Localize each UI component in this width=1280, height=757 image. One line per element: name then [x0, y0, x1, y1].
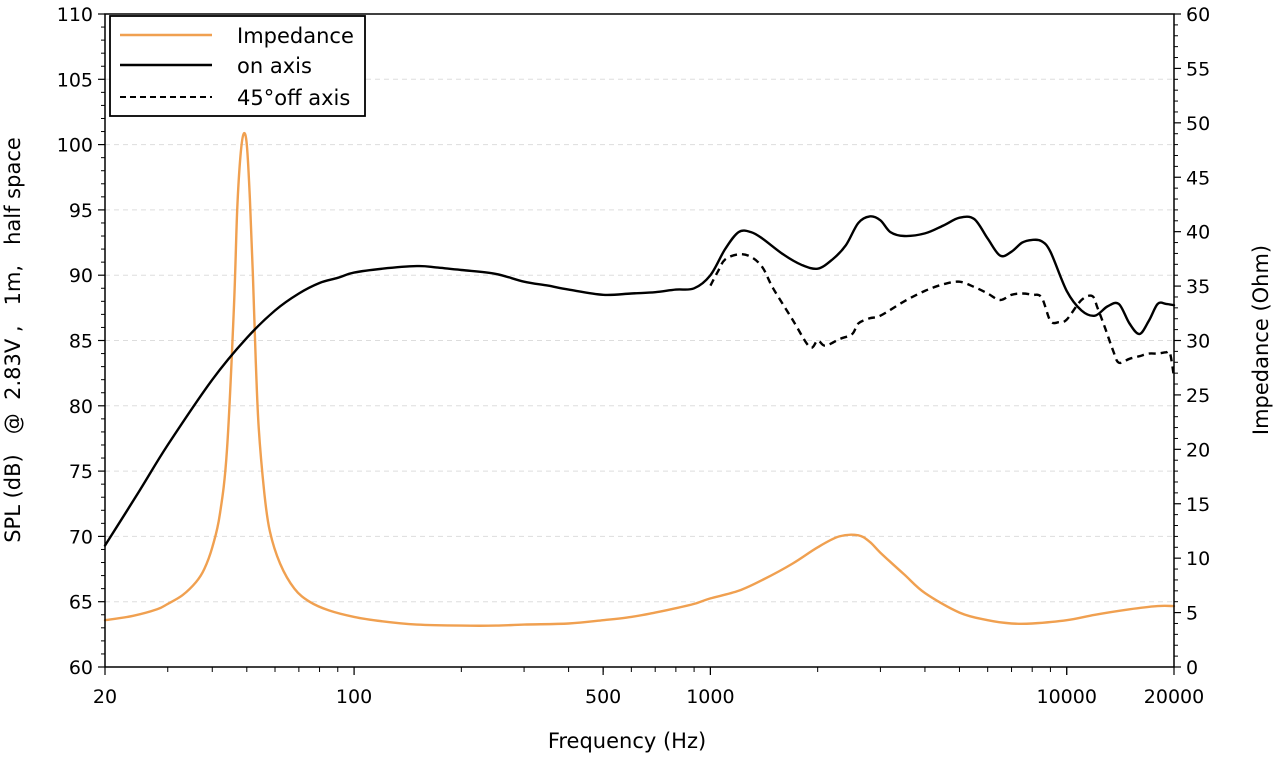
y-tick-label: 75	[69, 461, 93, 483]
x-tick-label: 500	[585, 686, 621, 708]
y2-tick-label: 20	[1186, 439, 1210, 461]
legend-label-on-axis: on axis	[237, 54, 312, 78]
x-tick-label: 10000	[1037, 686, 1097, 708]
y-tick-label: 65	[69, 592, 93, 614]
y2-tick-label: 30	[1186, 331, 1210, 353]
tick-labels: 60 65 70 75 80 85 90 95 100 105 110 0 5 10 15 20 25 30 35 4…	[57, 4, 1210, 708]
legend: Impedance on axis 45°off axis	[109, 15, 366, 117]
series-layer	[103, 131, 1176, 627]
x-tick-label: 20000	[1144, 686, 1204, 708]
y-tick-label: 90	[69, 265, 93, 287]
series-line-on-axis	[103, 215, 1176, 547]
y2-tick-label: 40	[1186, 222, 1210, 244]
y-tick-label: 110	[57, 4, 93, 26]
y2-tick-label: 35	[1186, 276, 1210, 298]
x-tick-label: 1000	[686, 686, 734, 708]
y2-axis-title: Impedance (Ohm)	[1249, 245, 1273, 435]
y-tick-label: 70	[69, 526, 93, 548]
y-tick-label: 80	[69, 396, 93, 418]
y2-tick-label: 45	[1186, 167, 1210, 189]
y-tick-label: 85	[69, 331, 93, 353]
legend-label-impedance: Impedance	[237, 24, 354, 48]
y2-tick-label: 60	[1186, 4, 1210, 26]
y-tick-label: 105	[57, 69, 93, 91]
y2-tick-label: 50	[1186, 113, 1210, 135]
y-tick-label: 60	[69, 657, 93, 679]
x-axis-title: Frequency (Hz)	[548, 729, 706, 753]
y2-tick-label: 15	[1186, 494, 1210, 516]
x-tick-label: 100	[336, 686, 372, 708]
y-tick-label: 100	[57, 135, 93, 157]
series-line-impedance	[103, 131, 1176, 627]
x-tick-label: 20	[93, 686, 117, 708]
axis-ticks	[98, 13, 1181, 675]
y-axis-title: SPL (dB) @ 2.83V , 1m, half space	[1, 137, 25, 543]
y2-tick-label: 55	[1186, 58, 1210, 80]
y2-tick-label: 25	[1186, 385, 1210, 407]
series-line-45-off-axis	[709, 253, 1176, 378]
y2-tick-label: 0	[1186, 657, 1198, 679]
y-tick-label: 95	[69, 200, 93, 222]
y2-tick-label: 10	[1186, 548, 1210, 570]
y2-tick-label: 5	[1186, 603, 1198, 625]
legend-label-off-axis: 45°off axis	[237, 86, 350, 110]
